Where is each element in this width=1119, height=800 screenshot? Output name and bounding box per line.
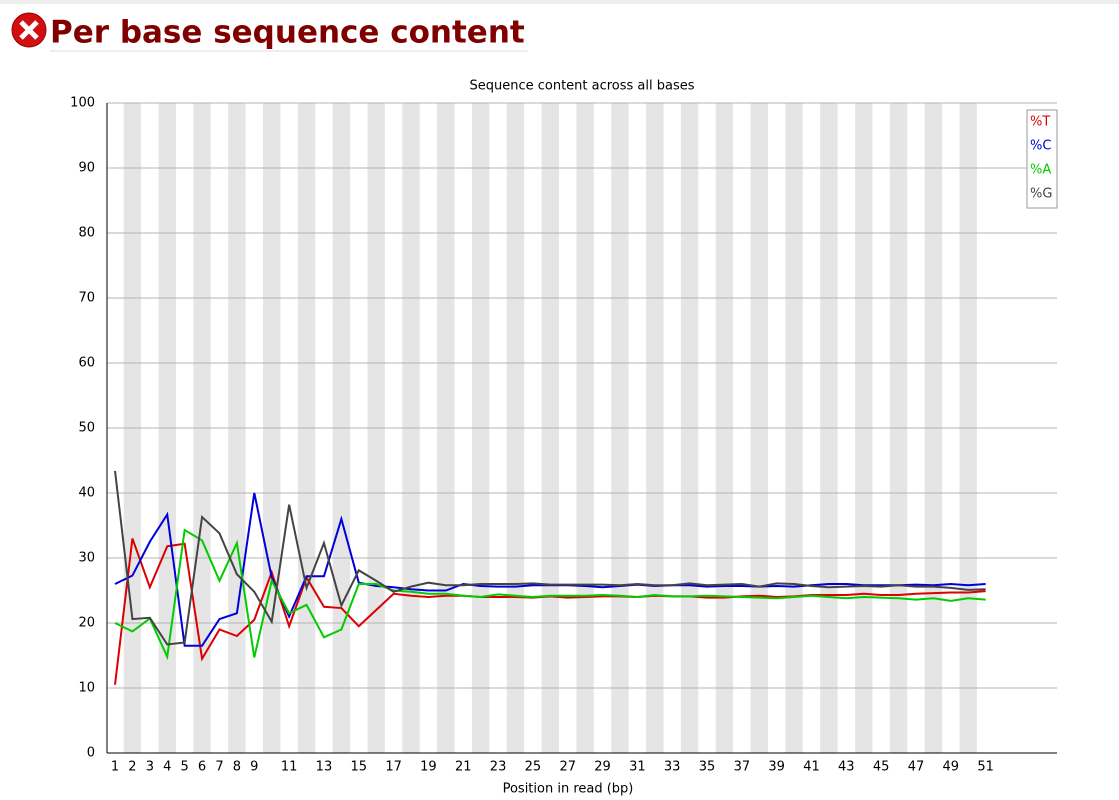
y-tick-label: 50 xyxy=(78,421,95,436)
x-tick-label: 33 xyxy=(664,760,681,775)
x-tick-label: 43 xyxy=(838,760,855,775)
x-tick-label: 9 xyxy=(250,760,258,775)
x-tick-label: 21 xyxy=(455,760,472,775)
y-tick-label: 80 xyxy=(78,226,95,241)
x-tick-label: 45 xyxy=(873,760,890,775)
y-tick-label: 70 xyxy=(78,291,95,306)
x-tick-label: 51 xyxy=(977,760,994,775)
x-tick-label: 37 xyxy=(734,760,751,775)
x-tick-label: 5 xyxy=(181,760,189,775)
x-axis-label: Position in read (bp) xyxy=(503,782,634,797)
x-tick-label: 2 xyxy=(128,760,136,775)
x-tick-label: 6 xyxy=(198,760,206,775)
x-tick-label: 29 xyxy=(594,760,611,775)
x-tick-label: 49 xyxy=(943,760,960,775)
page-title: Per base sequence content xyxy=(50,15,525,51)
x-tick-label: 27 xyxy=(559,760,576,775)
x-tick-label: 13 xyxy=(316,760,333,775)
y-tick-label: 10 xyxy=(78,681,95,696)
x-tick-label: 25 xyxy=(525,760,542,775)
legend-entry: %T xyxy=(1030,115,1050,130)
x-tick-label: 39 xyxy=(768,760,785,775)
x-tick-label: 15 xyxy=(351,760,368,775)
x-tick-label: 17 xyxy=(385,760,402,775)
x-tick-label: 4 xyxy=(163,760,171,775)
legend-entry: %C xyxy=(1030,139,1051,154)
x-tick-label: 23 xyxy=(490,760,507,775)
y-tick-label: 40 xyxy=(78,486,95,501)
series-line xyxy=(114,528,986,661)
x-tick-label: 7 xyxy=(215,760,223,775)
x-tick-label: 19 xyxy=(420,760,437,775)
x-tick-label: 35 xyxy=(699,760,716,775)
y-tick-label: 0 xyxy=(87,746,95,761)
chart-title: Sequence content across all bases xyxy=(469,79,694,94)
legend-entry: %A xyxy=(1030,163,1051,178)
x-tick-label: 41 xyxy=(803,760,820,775)
legend-box xyxy=(1026,109,1058,209)
x-tick-label: 11 xyxy=(281,760,298,775)
x-tick-label: 3 xyxy=(146,760,154,775)
x-tick-label: 31 xyxy=(629,760,646,775)
y-tick-label: 20 xyxy=(78,616,95,631)
series-line xyxy=(114,470,986,646)
y-tick-label: 100 xyxy=(70,96,95,111)
legend-entry: %G xyxy=(1030,187,1052,202)
x-tick-label: 8 xyxy=(233,760,241,775)
x-tick-label: 1 xyxy=(111,760,119,775)
fail-icon-cross xyxy=(19,20,39,40)
y-tick-label: 90 xyxy=(78,161,95,176)
top-band xyxy=(0,0,1119,4)
y-tick-label: 30 xyxy=(78,551,95,566)
y-tick-label: 60 xyxy=(78,356,95,371)
x-tick-label: 47 xyxy=(908,760,925,775)
